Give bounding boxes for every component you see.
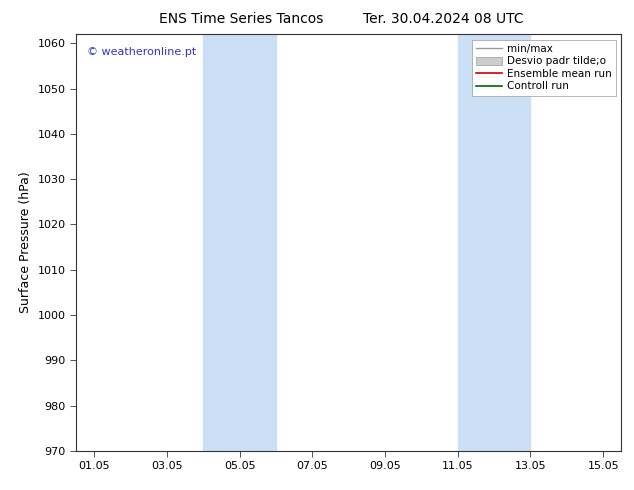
Legend: min/max, Desvio padr tilde;o, Ensemble mean run, Controll run: min/max, Desvio padr tilde;o, Ensemble m…	[472, 40, 616, 96]
Text: Ter. 30.04.2024 08 UTC: Ter. 30.04.2024 08 UTC	[363, 12, 524, 26]
Bar	[458, 34, 531, 451]
Bar	[204, 34, 276, 451]
Text: © weatheronline.pt: © weatheronline.pt	[87, 47, 197, 57]
Y-axis label: Surface Pressure (hPa): Surface Pressure (hPa)	[19, 172, 32, 314]
Text: ENS Time Series Tancos: ENS Time Series Tancos	[158, 12, 323, 26]
